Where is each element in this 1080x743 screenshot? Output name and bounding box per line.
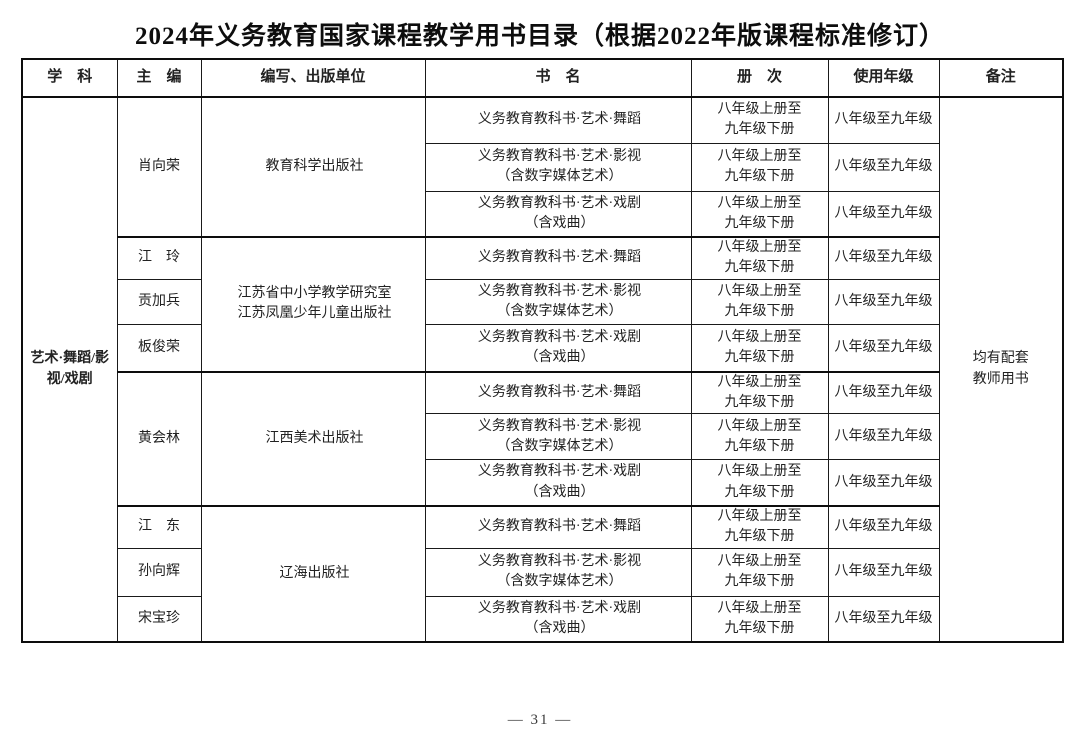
grade-cell: 八年级至九年级: [827, 413, 940, 461]
publisher-cell: 江西美术出版社: [200, 370, 426, 507]
editor-cell: 江 东: [116, 504, 202, 549]
grade-cell: 八年级至九年级: [827, 547, 940, 597]
volume-cell: 八年级上册至 九年级下册: [690, 547, 829, 597]
editor-cell: 宋宝珍: [116, 595, 202, 643]
grade-cell: 八年级至九年级: [827, 278, 940, 326]
book-name-cell: 义务教育教科书·艺术·舞蹈: [424, 236, 692, 280]
book-name-cell: 义务教育教科书·艺术·影视 （含数字媒体艺术）: [424, 413, 692, 461]
volume-cell: 八年级上册至 九年级下册: [690, 413, 829, 461]
table-row: 艺术·舞蹈/影视/戏剧 肖向荣 教育科学出版社 义务教育教科书·艺术·舞蹈 八年…: [21, 96, 1064, 643]
book-name-cell: 义务教育教科书·艺术·戏剧 （含戏曲）: [424, 190, 692, 238]
volume-cell: 八年级上册至 九年级下册: [690, 96, 829, 144]
book-name-cell: 义务教育教科书·艺术·舞蹈: [424, 96, 692, 144]
grade-cell: 八年级至九年级: [827, 370, 940, 415]
header-volume: 册 次: [690, 58, 829, 98]
publisher-cell: 教育科学出版社: [200, 96, 426, 238]
header-publisher: 编写、出版单位: [200, 58, 426, 98]
subject-cell: 艺术·舞蹈/影视/戏剧: [21, 96, 118, 643]
header-grade: 使用年级: [827, 58, 940, 98]
volume-cell: 八年级上册至 九年级下册: [690, 236, 829, 280]
editor-cell: 孙向辉: [116, 547, 202, 597]
table-row: 板俊荣 义务教育教科书·艺术·戏剧 （含戏曲） 八年级上册至 九年级下册 八年级…: [22, 324, 1063, 373]
table-row: 江 东 辽海出版社 义务教育教科书·艺术·舞蹈 八年级上册至 九年级下册 八年级…: [22, 504, 1063, 643]
volume-cell: 八年级上册至 九年级下册: [690, 370, 829, 415]
document-title: 2024年义务教育国家课程教学用书目录（根据2022年版课程标准修订）: [134, 23, 945, 50]
table-row: 义务教育教科书·艺术·戏剧 （含戏曲） 八年级上册至 九年级下册 八年级至九年级: [22, 459, 1063, 507]
table-row: 义务教育教科书·艺术·影视 （含数字媒体艺术） 八年级上册至 九年级下册 八年级…: [22, 142, 1063, 192]
table-row: 贡加兵 义务教育教科书·艺术·影视 （含数字媒体艺术） 八年级上册至 九年级下册…: [22, 278, 1063, 326]
volume-cell: 八年级上册至 九年级下册: [690, 595, 829, 643]
page-number: — 31 —: [507, 712, 573, 728]
book-name-cell: 义务教育教科书·艺术·戏剧 （含戏曲）: [424, 324, 692, 373]
grade-cell: 八年级至九年级: [827, 236, 940, 280]
book-name-cell: 义务教育教科书·艺术·舞蹈: [424, 370, 692, 415]
book-name-cell: 义务教育教科书·艺术·影视 （含数字媒体艺术）: [424, 142, 692, 192]
table-row: 孙向辉 义务教育教科书·艺术·影视 （含数字媒体艺术） 八年级上册至 九年级下册…: [22, 547, 1063, 597]
grade-cell: 八年级至九年级: [827, 504, 940, 549]
grade-cell: 八年级至九年级: [827, 142, 940, 192]
volume-cell: 八年级上册至 九年级下册: [690, 142, 829, 192]
table-row: 义务教育教科书·艺术·戏剧 （含戏曲） 八年级上册至 九年级下册 八年级至九年级: [22, 190, 1063, 238]
table-row: 江 玲 江苏省中小学教学研究室 江苏凤凰少年儿童出版社 义务教育教科书·艺术·舞…: [22, 236, 1063, 373]
grade-cell: 八年级至九年级: [827, 190, 940, 238]
book-name-cell: 义务教育教科书·艺术·舞蹈: [424, 504, 692, 549]
publisher-cell: 江苏省中小学教学研究室 江苏凤凰少年儿童出版社: [200, 236, 426, 373]
volume-cell: 八年级上册至 九年级下册: [690, 324, 829, 373]
remark-cell: 均有配套 教师用书: [938, 96, 1064, 643]
book-name-cell: 义务教育教科书·艺术·影视 （含数字媒体艺术）: [424, 547, 692, 597]
header-editor: 主 编: [116, 58, 202, 98]
publisher-cell: 辽海出版社: [200, 504, 426, 643]
volume-cell: 八年级上册至 九年级下册: [690, 278, 829, 326]
table-row: 宋宝珍 义务教育教科书·艺术·戏剧 （含戏曲） 八年级上册至 九年级下册 八年级…: [22, 595, 1063, 643]
grade-cell: 八年级至九年级: [827, 459, 940, 507]
header-remark: 备注: [938, 58, 1064, 98]
editor-cell: 板俊荣: [116, 324, 202, 373]
volume-cell: 八年级上册至 九年级下册: [690, 504, 829, 549]
editor-cell: 黄会林: [116, 370, 202, 507]
volume-cell: 八年级上册至 九年级下册: [690, 459, 829, 507]
grade-cell: 八年级至九年级: [827, 96, 940, 144]
editor-cell: 贡加兵: [116, 278, 202, 326]
header-subject: 学 科: [21, 58, 118, 98]
editor-cell: 肖向荣: [116, 96, 202, 238]
table-row: 黄会林 江西美术出版社 义务教育教科书·艺术·舞蹈 八年级上册至 九年级下册 八…: [22, 370, 1063, 507]
textbook-catalog-table: 学 科 主 编 编写、出版单位 书 名 册 次 使用年级 备注 艺术·舞蹈/影视…: [21, 58, 1064, 644]
grade-cell: 八年级至九年级: [827, 595, 940, 643]
editor-cell: 江 玲: [116, 236, 202, 280]
table-header-row: 学 科 主 编 编写、出版单位 书 名 册 次 使用年级 备注: [21, 58, 1064, 98]
header-book-name: 书 名: [424, 58, 692, 98]
book-name-cell: 义务教育教科书·艺术·影视 （含数字媒体艺术）: [424, 278, 692, 326]
book-name-cell: 义务教育教科书·艺术·戏剧 （含戏曲）: [424, 595, 692, 643]
volume-cell: 八年级上册至 九年级下册: [690, 190, 829, 238]
book-name-cell: 义务教育教科书·艺术·戏剧 （含戏曲）: [424, 459, 692, 507]
table-row: 义务教育教科书·艺术·影视 （含数字媒体艺术） 八年级上册至 九年级下册 八年级…: [22, 413, 1063, 461]
grade-cell: 八年级至九年级: [827, 324, 940, 373]
